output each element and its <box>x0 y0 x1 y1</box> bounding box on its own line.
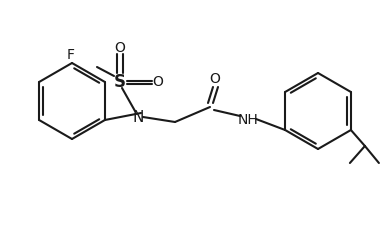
Text: O: O <box>209 72 221 86</box>
Text: O: O <box>152 75 164 89</box>
Text: NH: NH <box>238 112 258 126</box>
Text: S: S <box>114 73 126 91</box>
Text: O: O <box>115 41 126 55</box>
Text: F: F <box>67 48 75 62</box>
Text: N: N <box>132 110 144 125</box>
